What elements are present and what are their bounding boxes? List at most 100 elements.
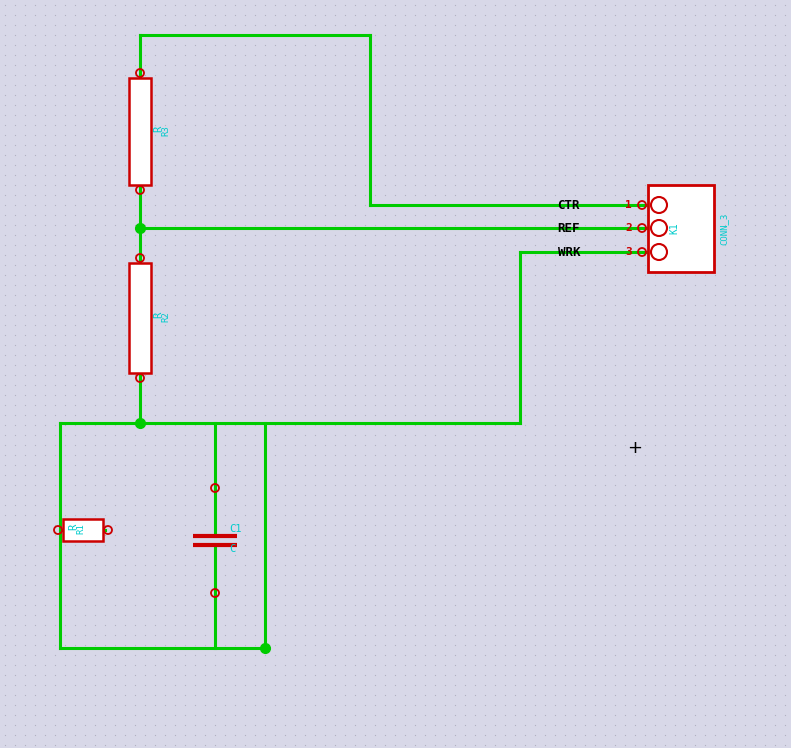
Point xyxy=(289,379,301,391)
Point xyxy=(168,609,181,621)
Point xyxy=(0,369,11,381)
Point xyxy=(388,479,401,491)
Point xyxy=(569,699,581,711)
Point xyxy=(569,249,581,261)
Point xyxy=(629,259,642,271)
Point xyxy=(0,289,11,301)
Point xyxy=(399,549,411,561)
Point xyxy=(599,229,611,241)
Point xyxy=(19,639,32,651)
Text: REF: REF xyxy=(558,221,580,235)
Point xyxy=(239,9,252,21)
Point xyxy=(299,119,312,131)
Point xyxy=(448,639,461,651)
Point xyxy=(379,9,392,21)
Point xyxy=(189,69,202,81)
Point xyxy=(629,179,642,191)
Point xyxy=(709,239,721,251)
Point xyxy=(299,79,312,91)
Point xyxy=(299,719,312,731)
Point xyxy=(199,199,211,211)
Point xyxy=(698,19,711,31)
Point xyxy=(308,229,321,241)
Point xyxy=(49,459,62,471)
Point xyxy=(0,509,11,521)
Point xyxy=(319,249,331,261)
Point xyxy=(39,119,51,131)
Point xyxy=(748,369,761,381)
Point xyxy=(619,339,631,351)
Point xyxy=(78,219,91,231)
Point xyxy=(78,599,91,611)
Point xyxy=(679,389,691,401)
Point xyxy=(778,509,791,521)
Point xyxy=(469,189,482,201)
Point xyxy=(769,129,782,141)
Point xyxy=(299,519,312,531)
Point xyxy=(528,529,541,541)
Point xyxy=(69,99,81,111)
Point xyxy=(608,649,621,661)
Point xyxy=(49,369,62,381)
Point xyxy=(439,329,452,341)
Point xyxy=(459,359,471,371)
Point xyxy=(39,199,51,211)
Point xyxy=(549,559,562,571)
Point xyxy=(668,59,681,71)
Point xyxy=(469,739,482,748)
Point xyxy=(769,539,782,551)
Point xyxy=(459,479,471,491)
Point xyxy=(78,69,91,81)
Point xyxy=(349,59,361,71)
Point xyxy=(469,49,482,61)
Point xyxy=(19,169,32,181)
Point xyxy=(49,619,62,631)
Point xyxy=(9,319,21,331)
Point xyxy=(69,119,81,131)
Point xyxy=(549,39,562,51)
Point xyxy=(229,129,241,141)
Point xyxy=(709,529,721,541)
Point xyxy=(399,299,411,311)
Point xyxy=(668,719,681,731)
Point xyxy=(549,139,562,151)
Point xyxy=(199,579,211,591)
Point xyxy=(119,169,131,181)
Point xyxy=(189,639,202,651)
Point xyxy=(638,659,651,671)
Point xyxy=(19,39,32,51)
Point xyxy=(418,649,431,661)
Point xyxy=(659,249,672,261)
Point xyxy=(429,409,441,421)
Point xyxy=(439,449,452,461)
Point xyxy=(189,439,202,451)
Point xyxy=(418,229,431,241)
Point xyxy=(459,619,471,631)
Point xyxy=(748,219,761,231)
Point xyxy=(199,629,211,641)
Point xyxy=(259,729,271,741)
Point xyxy=(698,339,711,351)
Point xyxy=(89,339,101,351)
Point xyxy=(638,439,651,451)
Point xyxy=(479,539,491,551)
Point xyxy=(759,89,771,101)
Point xyxy=(299,19,312,31)
Point xyxy=(209,679,221,691)
Point xyxy=(179,659,191,671)
Point xyxy=(78,479,91,491)
Point xyxy=(339,319,351,331)
Point xyxy=(19,259,32,271)
Point xyxy=(99,609,112,621)
Point xyxy=(78,569,91,581)
Point xyxy=(248,659,261,671)
Point xyxy=(429,679,441,691)
Point xyxy=(769,669,782,681)
Point xyxy=(9,689,21,701)
Point xyxy=(539,529,551,541)
Point xyxy=(549,439,562,451)
Point xyxy=(49,159,62,171)
Point xyxy=(239,299,252,311)
Point xyxy=(399,519,411,531)
Point xyxy=(388,129,401,141)
